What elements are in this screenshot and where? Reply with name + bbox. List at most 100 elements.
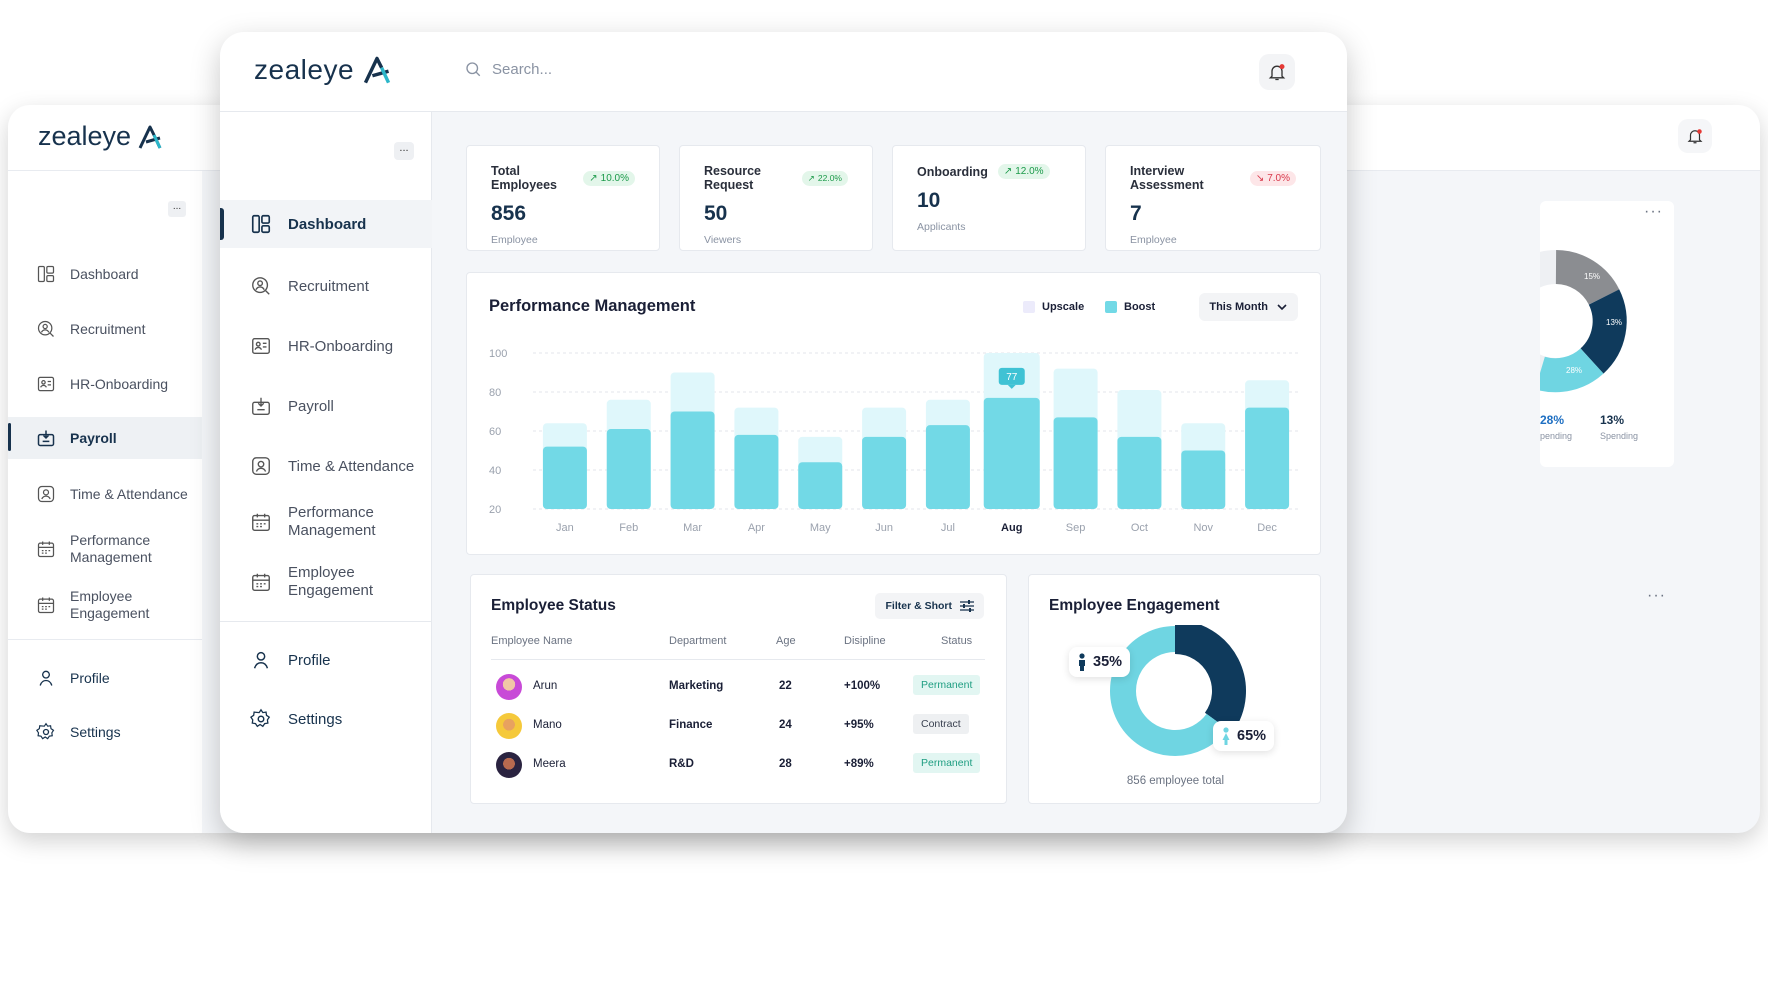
avatar	[496, 674, 522, 700]
user-icon	[253, 651, 269, 669]
back-sidebar-item-hr-onboarding[interactable]: HR-Onboarding	[8, 371, 202, 397]
search-input[interactable]: Search...	[492, 60, 553, 78]
back-sidebar: ... Dashboard Recruitment HR-Onboarding …	[8, 171, 202, 833]
sidebar-item-profile[interactable]: Profile	[220, 646, 432, 674]
donut-label: 28%	[1566, 366, 1582, 375]
trend-value: 7.0%	[1267, 172, 1290, 184]
department: R&D	[669, 758, 694, 770]
bell-icon	[1687, 129, 1703, 144]
header-divider	[491, 659, 985, 660]
back-brand-name: zealeye	[38, 121, 132, 151]
status-badge: Permanent	[913, 675, 981, 695]
age: 22	[779, 680, 792, 692]
back-sidebar-item-payroll[interactable]: Payroll	[8, 417, 202, 459]
back-stat-label: Spending	[1600, 431, 1639, 441]
bar-boost	[1117, 436, 1162, 509]
sliders-icon	[960, 600, 974, 612]
sidebar-item-payroll[interactable]: Payroll	[220, 392, 432, 420]
back-sidebar-item-performance[interactable]: Performance Management	[8, 531, 202, 567]
back-sidebar-item-time-attendance[interactable]: Time & Attendance	[8, 481, 202, 507]
employee-name: Meera	[533, 758, 566, 770]
back-sidebar-item-label: HR-Onboarding	[70, 376, 169, 392]
back-sidebar-item-profile[interactable]: Profile	[8, 665, 202, 691]
filter-sort-button[interactable]: Filter & Short	[875, 593, 984, 619]
trend-value: 10.0%	[600, 172, 629, 184]
legend-upscale: Upscale	[1023, 301, 1084, 313]
sidebar-item-settings[interactable]: Settings	[220, 705, 432, 733]
back-stat-value: 28%	[1540, 413, 1565, 427]
gear-icon	[36, 722, 55, 740]
stat-card-total-employees[interactable]: Total Employees ↗ 10.0% 856 Employee	[466, 145, 660, 251]
stat-card-interview-assessment[interactable]: Interview Assessment ↘ 7.0% 7 Employee	[1105, 145, 1321, 251]
back-card-more[interactable]: ···	[1647, 587, 1666, 604]
trend-badge: ↘ 7.0%	[1249, 170, 1296, 186]
back-sidebar-item-engagement[interactable]: Employee Engagement	[8, 587, 202, 623]
back-sidebar-item-dashboard[interactable]: Dashboard	[8, 261, 202, 287]
stat-card-resource-request[interactable]: Resource Request ↗ 22.0% 50 Viewers	[679, 145, 873, 251]
sidebar-item-label: Payroll	[288, 397, 334, 415]
bar-boost	[1245, 407, 1290, 509]
sidebar-item-label: HR-Onboarding	[288, 337, 394, 355]
back-stat-value: 13%	[1600, 413, 1625, 427]
sidebar-divider	[220, 621, 432, 622]
employee-name: Mano	[533, 719, 562, 731]
back-sidebar-item-recruitment[interactable]: Recruitment	[8, 316, 202, 342]
recruitment-icon	[37, 320, 54, 337]
logo[interactable]: zealeye	[254, 54, 392, 86]
back-sidebar-item-settings[interactable]: Settings	[8, 719, 202, 745]
period-select[interactable]: This Month	[1199, 293, 1298, 321]
notification-button[interactable]	[1259, 54, 1295, 90]
bar-boost	[734, 434, 779, 509]
back-sidebar-item-label: Recruitment	[70, 321, 146, 337]
column-header[interactable]: Employee Name	[491, 635, 573, 647]
x-tick-label: Dec	[1257, 522, 1277, 534]
sidebar-item-hr-onboarding[interactable]: HR-Onboarding	[220, 332, 432, 360]
table-row[interactable]: Arun Marketing 22 +100% Permanent	[491, 671, 985, 705]
column-header[interactable]: Disipline	[844, 635, 886, 647]
sidebar-item-employee-engagement[interactable]: Employee Engagement	[220, 562, 432, 602]
donut-label: 15%	[1584, 272, 1600, 281]
discipline: +100%	[844, 680, 881, 692]
stat-card-onboarding[interactable]: Onboarding ↗ 12.0% 10 Applicants	[892, 145, 1086, 251]
stat-header: Interview Assessment ↘ 7.0%	[1130, 164, 1296, 192]
table-row[interactable]: Meera R&D 28 +89% Permanent	[491, 749, 985, 783]
column-header[interactable]: Status	[941, 635, 973, 647]
discipline: +89%	[844, 758, 874, 770]
stat-subtitle: Employee	[491, 234, 538, 246]
search-icon	[466, 62, 481, 77]
back-notification-button[interactable]	[1678, 119, 1712, 153]
bar-boost	[1053, 417, 1098, 509]
stat-subtitle: Viewers	[704, 234, 742, 246]
performance-bar-chart: 100 80 60 40 20 Jan Feb Mar Apr May Jun Jul Aug 77 Sep…	[489, 348, 1299, 534]
sidebar-more-button[interactable]: ...	[394, 142, 414, 160]
trend-badge: ↗ 22.0%	[801, 170, 848, 186]
back-donut-chart: 15% 13% 28%	[1540, 250, 1627, 393]
table-row[interactable]: Mano Finance 24 +95% Contract	[491, 710, 985, 744]
search-bar[interactable]: Search...	[464, 60, 552, 78]
sidebar-item-time-attendance[interactable]: Time & Attendance	[220, 452, 432, 480]
status-badge: Contract	[913, 714, 969, 734]
stat-value: 10	[917, 189, 941, 212]
label-line-2: Management	[288, 522, 376, 539]
filter-label: Filter & Short	[885, 600, 952, 612]
stat-header: Resource Request ↗ 22.0%	[704, 164, 848, 192]
column-header[interactable]: Department	[669, 635, 727, 647]
period-value: This Month	[1209, 301, 1268, 313]
engagement-total: 856 employee total	[1126, 775, 1225, 787]
male-percentage-chip: 35%	[1069, 647, 1131, 677]
sidebar-item-performance-management[interactable]: Performance Management	[220, 502, 432, 542]
back-spending-card: ··· 15% 13% 28% 28% pending 13% Spending	[1540, 201, 1674, 467]
back-more-button[interactable]: ...	[168, 201, 186, 217]
label-line-1: Employee	[70, 588, 133, 604]
sidebar-item-label: Profile	[288, 651, 331, 669]
back-stat-label: pending	[1540, 431, 1573, 441]
male-icon	[1079, 653, 1085, 671]
employee-engagement-card: Employee Engagement 35% 65% 856 employee…	[1028, 574, 1321, 804]
sidebar-item-recruitment[interactable]: Recruitment	[220, 272, 432, 300]
gear-icon	[250, 708, 271, 728]
back-card-more[interactable]: ···	[1644, 203, 1663, 220]
sidebar-item-dashboard[interactable]: Dashboard	[220, 200, 432, 248]
column-header[interactable]: Age	[776, 635, 796, 647]
back-sidebar-item-label-two-line: Employee Engagement	[70, 588, 149, 622]
